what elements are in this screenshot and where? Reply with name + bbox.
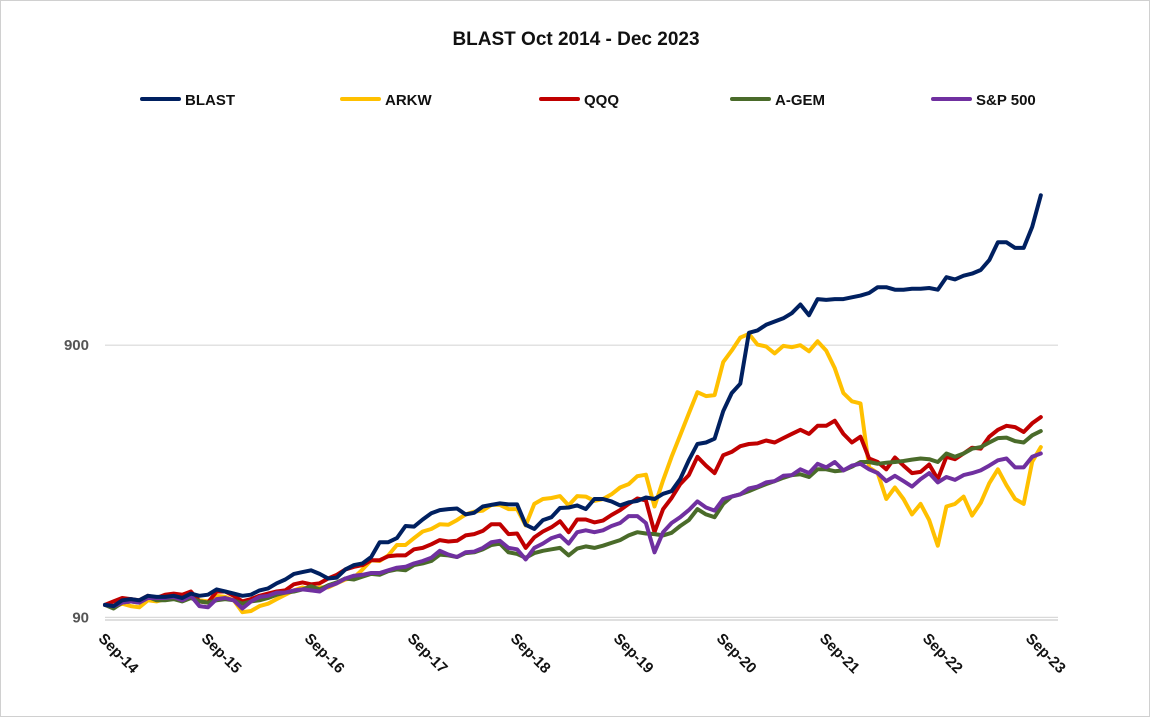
x-tick-label: Sep-18 (507, 630, 554, 677)
x-tick-label: Sep-21 (816, 630, 863, 677)
y-tick-label: 90 (72, 609, 89, 626)
series-line-arkw (103, 331, 1043, 615)
legend-item-qqq: QQQ (539, 92, 619, 109)
gridlines (105, 344, 1058, 618)
legend-item-blast: BLAST (140, 92, 235, 109)
x-tick-label: Sep-14 (95, 630, 142, 677)
legend-item-arkw: ARKW (340, 92, 432, 109)
y-tick-label: 900 (64, 337, 89, 354)
x-tick-label: Sep-19 (610, 630, 657, 677)
legend-label-arkw: ARKW (385, 92, 432, 109)
legend-label-qqq: QQQ (584, 92, 619, 109)
x-tick-label: Sep-17 (404, 630, 451, 677)
x-tick-label: Sep-23 (1022, 630, 1069, 677)
legend-label-a-gem: A-GEM (775, 92, 825, 109)
legend-label-sp500: S&P 500 (976, 92, 1036, 109)
x-tick-label: Sep-15 (198, 630, 245, 677)
series-line-a-gem (103, 429, 1043, 611)
series-lines (103, 193, 1043, 615)
legend-label-blast: BLAST (185, 92, 235, 109)
series-line-blast (103, 193, 1043, 609)
legend-item-sp500: S&P 500 (931, 92, 1036, 109)
series-line-qqq (103, 415, 1043, 607)
x-tick-label: Sep-22 (919, 630, 966, 677)
legend: BLAST ARKW QQQ A-GEM S&P 500 (140, 92, 1036, 109)
series-line-s-p-500 (103, 451, 1043, 611)
chart-title: BLAST Oct 2014 - Dec 2023 (452, 29, 699, 50)
x-tick-label: Sep-16 (301, 630, 348, 677)
legend-item-a-gem: A-GEM (730, 92, 825, 109)
x-tick-label: Sep-20 (713, 630, 760, 677)
